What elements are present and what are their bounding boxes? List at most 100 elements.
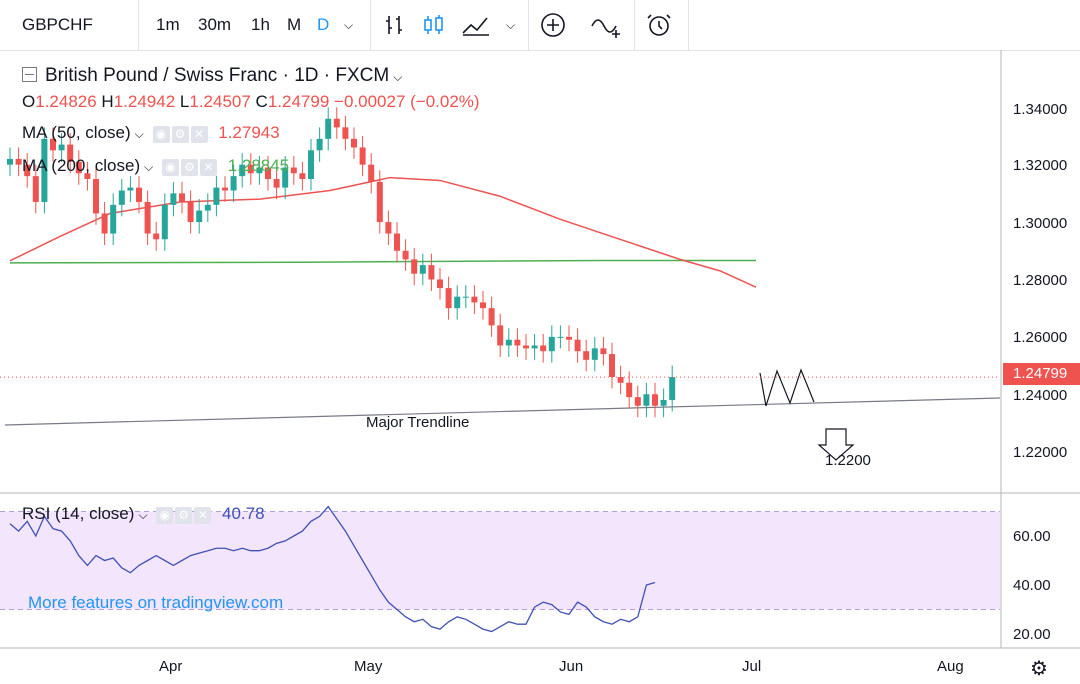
close-icon[interactable]: ✕ — [194, 506, 212, 524]
gear-icon[interactable]: ⚙ — [175, 506, 193, 524]
projection-drawing[interactable] — [759, 368, 855, 461]
rsi-legend[interactable]: RSI (14, close) ⌵ ◉ ⚙ ✕ 40.78 — [22, 504, 265, 525]
candle-body — [265, 167, 271, 180]
candle-body — [531, 345, 538, 349]
rsi-tick-label: 20.00 — [1013, 626, 1051, 643]
candle-body — [67, 144, 74, 162]
candle-body — [454, 296, 461, 309]
candle-body — [548, 336, 555, 352]
eye-icon[interactable]: ◉ — [152, 125, 170, 143]
price-tick-label: 1.22000 — [1013, 444, 1068, 461]
bar-style-icon[interactable] — [383, 13, 407, 37]
interval-30m-button[interactable]: 30m — [198, 15, 232, 34]
ma50-label: MA (50, close) — [22, 123, 131, 142]
replay-icon[interactable] — [646, 11, 674, 39]
ma50-value: 1.27943 — [218, 123, 280, 142]
price-tick-label: 1.24000 — [1013, 387, 1068, 404]
candle-body — [462, 296, 469, 298]
rsi-tick-label: 60.00 — [1013, 528, 1051, 545]
candle-body — [308, 150, 314, 180]
compare-icon[interactable] — [540, 12, 566, 38]
down-arrow — [817, 428, 855, 461]
major-trendline[interactable] — [4, 397, 1001, 426]
candle-body — [660, 400, 667, 406]
candle-body — [273, 179, 280, 188]
candle-body — [402, 250, 409, 260]
candle-body — [196, 210, 203, 223]
watermark-link[interactable]: More features on tradingview.com — [28, 593, 284, 612]
target-label: 1.2200 — [825, 452, 871, 469]
close-icon[interactable]: ✕ — [199, 158, 217, 176]
candle-body — [583, 351, 590, 360]
candle-body — [325, 118, 332, 139]
last-price-tag: 1.24799 — [1003, 363, 1080, 385]
candle-body — [93, 179, 99, 214]
candle-body — [471, 296, 478, 303]
interval-1m-button[interactable]: 1m — [156, 15, 180, 34]
candle-body — [75, 161, 82, 174]
ma200-value: 1.28845 — [227, 156, 290, 175]
chevron-down-icon[interactable]: ⌵ — [138, 508, 148, 522]
candle-body — [333, 118, 340, 128]
indicators-icon[interactable] — [461, 13, 491, 37]
change-value: −0.00027 (−0.02%) — [334, 92, 480, 111]
gear-icon[interactable]: ⚙ — [1030, 658, 1048, 680]
candle-body — [299, 173, 306, 180]
toolbar-divider — [370, 0, 371, 50]
high-value: 1.24942 — [113, 92, 176, 111]
candle-body — [540, 345, 547, 352]
candle-body — [600, 348, 607, 355]
candle-body — [368, 164, 375, 182]
candle-body — [316, 138, 323, 151]
toolbar-divider — [688, 0, 689, 50]
candle-body — [514, 339, 521, 346]
interval-1h-button[interactable]: 1h — [251, 15, 270, 34]
trendline-label: Major Trendline — [366, 414, 470, 431]
candle-body — [161, 204, 168, 240]
eye-icon[interactable]: ◉ — [156, 506, 174, 524]
ma50-legend[interactable]: MA (50, close) ⌵ ◉ ⚙ ✕ 1.27943 — [22, 123, 280, 144]
time-tick-label: May — [354, 658, 383, 675]
chevron-down-icon[interactable]: ⌵ — [506, 18, 516, 32]
toolbar-divider — [528, 0, 529, 50]
candle-body — [488, 308, 495, 326]
gear-icon[interactable]: ⚙ — [171, 125, 189, 143]
chart-canvas[interactable] — [0, 50, 1080, 684]
collapse-icon[interactable] — [22, 67, 37, 83]
time-tick-label: Aug — [937, 658, 964, 675]
candle-body — [652, 394, 658, 406]
candle-body — [239, 164, 246, 177]
close-icon[interactable]: ✕ — [190, 125, 208, 143]
candle-body — [230, 176, 237, 191]
ma200-legend[interactable]: MA (200, close) ⌵ ◉ ⚙ ✕ 1.28845 — [22, 156, 289, 177]
chevron-down-icon[interactable]: ⌵ — [134, 127, 144, 141]
alert-icon[interactable] — [590, 12, 624, 38]
rsi-label: RSI (14, close) — [22, 504, 135, 523]
candle-body — [58, 144, 65, 151]
interval-d-button[interactable]: D — [317, 15, 330, 34]
close-label: C — [255, 92, 268, 111]
gear-icon[interactable]: ⚙ — [180, 158, 198, 176]
interval-chevron-down-icon[interactable]: ⌵ — [344, 18, 354, 32]
candle-body — [24, 164, 31, 177]
candle-body — [574, 339, 581, 352]
symbol-search-button[interactable]: GBPCHF — [22, 15, 93, 34]
price-tick-label: 1.30000 — [1013, 215, 1068, 232]
series-title[interactable]: British Pound / Swiss Franc · 1D · FXCM — [45, 65, 390, 86]
candle-body — [342, 127, 349, 139]
open-label: O — [22, 92, 36, 111]
price-tick-label: 1.34000 — [1013, 101, 1068, 118]
candle-body — [204, 204, 211, 211]
eye-icon[interactable]: ◉ — [161, 158, 179, 176]
chevron-down-icon[interactable]: ⌵ — [393, 70, 403, 84]
rsi-band-fill — [0, 511, 1000, 610]
price-tick-label: 1.32000 — [1013, 157, 1068, 174]
interval-m-button[interactable]: M — [287, 15, 302, 34]
candle-body — [32, 176, 39, 202]
chevron-down-icon[interactable]: ⌵ — [144, 160, 154, 174]
toolbar-divider — [138, 0, 139, 50]
candle-style-icon[interactable] — [422, 13, 446, 37]
candle-body — [591, 348, 598, 360]
candle-body — [213, 187, 220, 205]
open-value: 1.24826 — [35, 92, 97, 111]
